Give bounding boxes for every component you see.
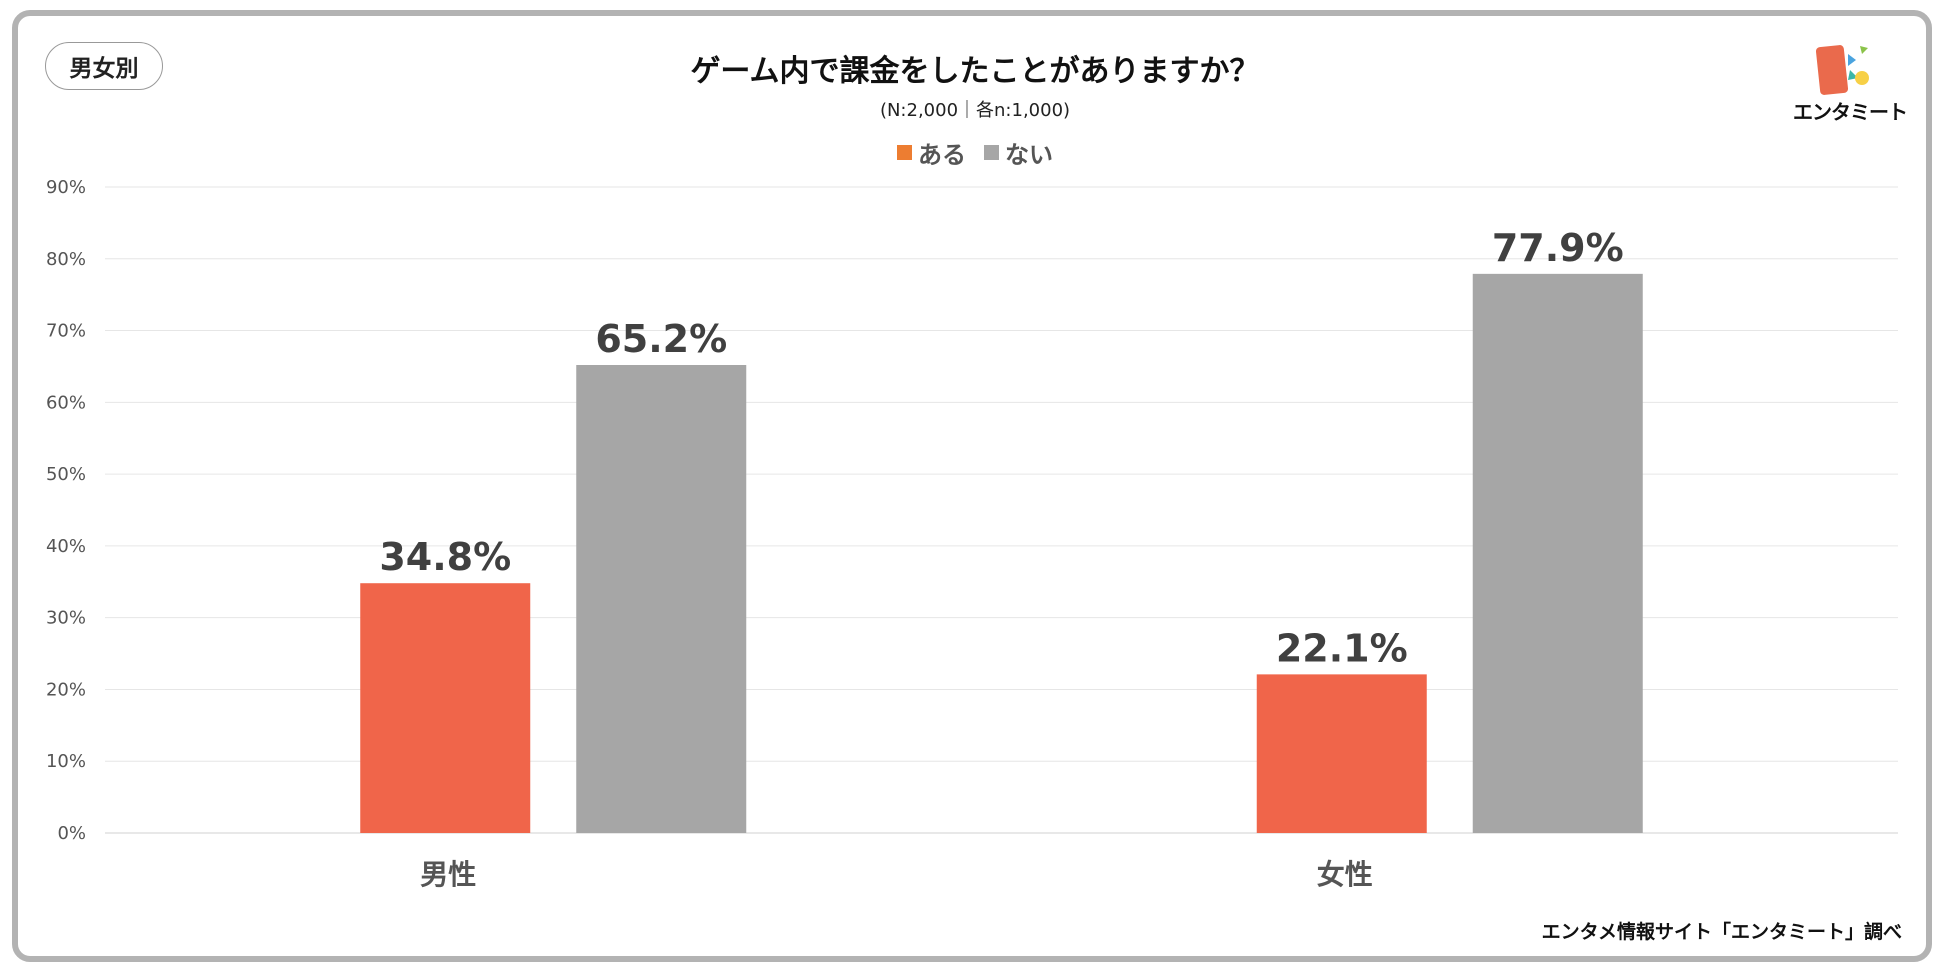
value-label-aru-0: 34.8%	[379, 535, 511, 579]
bar-aru-1	[1256, 674, 1427, 833]
category-label-1: 女性	[1317, 858, 1373, 891]
legend-swatch-aru	[897, 145, 912, 160]
y-tick-label-50: 50%	[46, 464, 86, 485]
source-footer: エンタメ情報サイト「エンタミート」調べ	[1541, 921, 1902, 943]
entameet-logo-icon	[1815, 45, 1869, 95]
value-label-nai-0: 65.2%	[595, 317, 727, 361]
chart-title: ゲーム内で課金をしたことがありますか？	[690, 54, 1260, 89]
value-label-aru-1: 22.1%	[1276, 626, 1408, 670]
y-tick-label-70: 70%	[46, 321, 86, 342]
category-label-0: 男性	[420, 858, 476, 891]
y-tick-label-40: 40%	[46, 536, 86, 557]
y-tick-label-20: 20%	[46, 679, 86, 700]
legend-label-nai: ない	[1005, 141, 1053, 169]
y-tick-label-90: 90%	[46, 177, 86, 198]
legend-item-aru: ある	[897, 135, 966, 170]
y-tick-label-10: 10%	[46, 751, 86, 772]
legend-label-aru: ある	[918, 141, 966, 169]
y-tick-label-60: 60%	[46, 392, 86, 413]
legend-item-nai: ない	[984, 135, 1053, 170]
bar-aru-0	[360, 583, 531, 833]
bar-nai-1	[1472, 273, 1643, 834]
group-tag: 男女別	[45, 42, 163, 90]
chart-legend: ある ない	[0, 135, 1950, 170]
y-tick-label-80: 80%	[46, 249, 86, 270]
value-label-nai-1: 77.9%	[1492, 226, 1624, 270]
y-tick-label-30: 30%	[46, 608, 86, 629]
chart-subtitle: (N:2,000｜各n:1,000)	[879, 100, 1071, 121]
logo-text: エンタミート	[1793, 100, 1908, 124]
y-tick-label-0: 0%	[57, 823, 86, 844]
bar-nai-0	[576, 365, 747, 833]
group-tag-label: 男女別	[69, 56, 139, 82]
legend-swatch-nai	[984, 145, 999, 160]
